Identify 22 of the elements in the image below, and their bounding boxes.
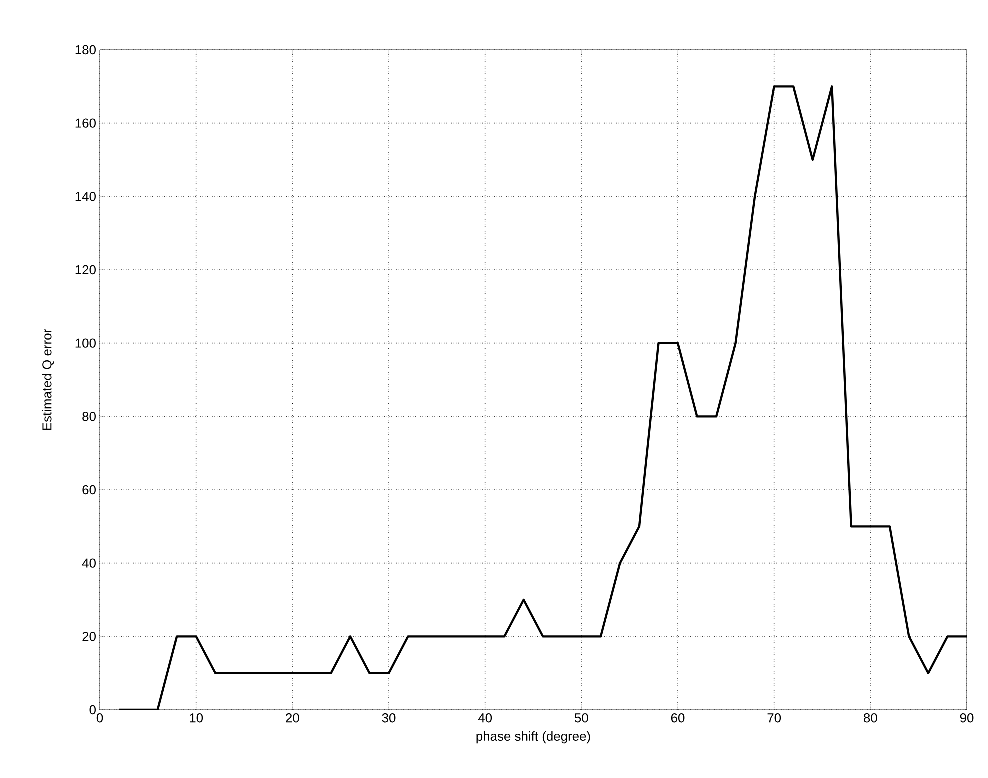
y-tick-label: 40 (82, 558, 96, 568)
x-tick-label: 80 (864, 714, 878, 723)
y-tick-label: 60 (82, 485, 96, 495)
y-axis-title: Estimated Q error (42, 329, 54, 430)
y-tick-label: 20 (82, 632, 96, 642)
y-tick-label: 140 (76, 192, 96, 202)
y-tick-label: 180 (76, 45, 96, 55)
x-tick-label: 70 (768, 714, 782, 723)
y-tick-label: 0 (90, 705, 96, 715)
y-tick-label: 120 (76, 265, 96, 275)
x-tick-label: 50 (574, 714, 588, 723)
x-tick-label: 30 (382, 714, 396, 723)
x-tick-label: 90 (960, 714, 974, 723)
x-tick-label: 0 (96, 714, 104, 723)
x-axis-title: phase shift (degree) (476, 732, 590, 744)
x-tick-label: 60 (671, 714, 685, 723)
y-tick-label: 80 (82, 412, 96, 422)
y-tick-label: 100 (76, 338, 96, 348)
x-tick-label: 40 (478, 714, 492, 723)
y-tick-label: 160 (76, 118, 96, 128)
x-tick-label: 10 (190, 714, 204, 723)
x-tick-label: 20 (286, 714, 300, 723)
